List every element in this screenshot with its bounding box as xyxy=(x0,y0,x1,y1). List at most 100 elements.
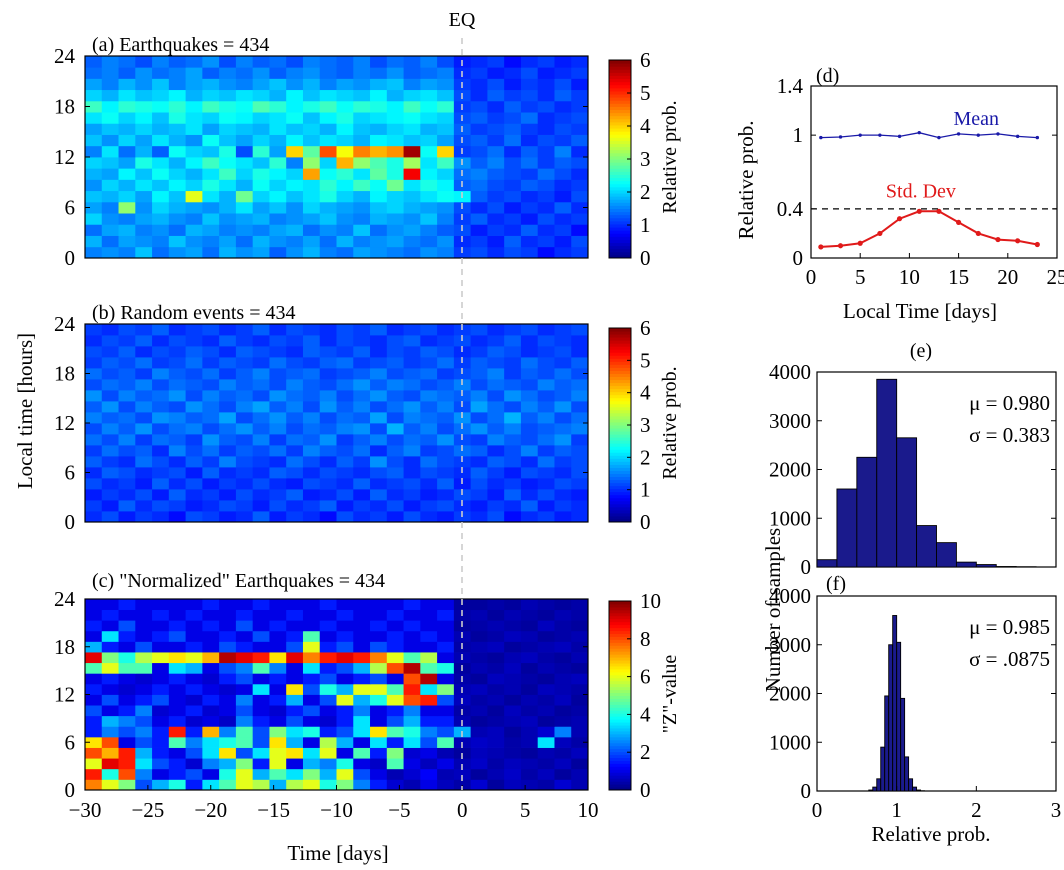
heatmap-cell xyxy=(152,768,170,780)
heatmap-cell xyxy=(252,168,270,180)
heatmap-cell xyxy=(101,112,119,124)
heatmap-cell xyxy=(101,445,119,457)
heatmap-cell xyxy=(470,89,488,102)
heatmap-cell xyxy=(286,235,304,248)
heatmap-cell xyxy=(470,190,488,203)
heatmap-cell xyxy=(101,134,119,147)
heatmap-cell xyxy=(370,779,388,791)
heatmap-cell xyxy=(269,246,287,259)
x-tick-label: −30 xyxy=(69,798,102,822)
colorbar-segment xyxy=(609,134,631,138)
heatmap-cell xyxy=(420,401,438,413)
heatmap-cell xyxy=(504,467,522,479)
heatmap-cell xyxy=(302,379,321,391)
colorbar-segment xyxy=(609,189,631,194)
heatmap-cell xyxy=(420,609,438,621)
heatmap-cell xyxy=(370,89,388,102)
heatmap-cell xyxy=(520,434,539,446)
heatmap-cell xyxy=(202,478,220,490)
heatmap-cell xyxy=(269,662,287,674)
heatmap-cell xyxy=(185,390,203,402)
heatmap-cell xyxy=(101,379,119,391)
heatmap-cell xyxy=(219,235,237,248)
heatmap-cell xyxy=(235,412,254,424)
y-tick-label: 12 xyxy=(54,683,75,707)
heatmap-cell xyxy=(135,134,153,147)
x-tick-label: 2 xyxy=(971,798,982,822)
heatmap-cell xyxy=(168,235,186,248)
heatmap-cell xyxy=(537,747,555,759)
heatmap-cell xyxy=(319,705,337,717)
heatmap-cell xyxy=(537,683,555,695)
heatmap-cell xyxy=(403,112,421,124)
colorbar-segment xyxy=(609,606,631,611)
colorbar-segment xyxy=(609,612,631,617)
heatmap-cell xyxy=(202,599,220,611)
heatmap-cell xyxy=(135,401,153,413)
heatmap-cell xyxy=(302,705,321,717)
heatmap-cell xyxy=(571,694,589,706)
heatmap-cell xyxy=(185,224,203,236)
heatmap-cell xyxy=(219,662,237,674)
heatmap-cell xyxy=(487,379,505,391)
heatmap-cell xyxy=(537,123,555,135)
heatmap-cell xyxy=(85,157,103,169)
heatmap-cell xyxy=(487,123,505,135)
heatmap-cell xyxy=(437,736,455,748)
heatmap-cell xyxy=(286,379,304,391)
heatmap-cell xyxy=(185,157,203,169)
colorbar-segment xyxy=(609,149,631,154)
heatmap-cell xyxy=(386,213,404,225)
colorbar-segment xyxy=(609,716,631,720)
heatmap-cell xyxy=(202,224,220,236)
heatmap-cell xyxy=(286,673,304,685)
heatmap-cell xyxy=(571,478,589,490)
heatmap-cell xyxy=(437,511,455,523)
heatmap-cell xyxy=(202,168,220,180)
colorbar-segment xyxy=(609,214,631,219)
heatmap-cell xyxy=(235,56,254,68)
heatmap-cell xyxy=(101,768,119,780)
colorbar-segment xyxy=(609,455,631,459)
heatmap-cell xyxy=(437,478,455,490)
heatmap-cell xyxy=(252,179,270,192)
heatmap-cell xyxy=(470,500,488,512)
heatmap-cell xyxy=(470,423,488,435)
heatmap-cell xyxy=(202,694,220,706)
heatmap-cell xyxy=(571,368,589,380)
heatmap-cell xyxy=(353,662,371,674)
heatmap-cell xyxy=(118,246,136,259)
heatmap-cell xyxy=(403,599,421,611)
heatmap-cell xyxy=(168,726,186,738)
series-point xyxy=(1015,134,1020,139)
heatmap-cell xyxy=(302,641,321,653)
colorbar-segment xyxy=(609,121,631,126)
heatmap-cell xyxy=(470,78,488,91)
heatmap-cell xyxy=(336,620,354,632)
heatmap-cell xyxy=(537,694,555,706)
heatmap-cell xyxy=(336,662,354,674)
heatmap-cell xyxy=(386,67,404,79)
heatmap-cell xyxy=(101,145,119,158)
heatmap-cell xyxy=(437,694,455,706)
heatmap-cell xyxy=(520,705,539,717)
heatmap-cell xyxy=(286,445,304,457)
heatmap-cell xyxy=(152,168,170,180)
colorbar-segment xyxy=(609,698,631,702)
heatmap-cell xyxy=(571,726,589,738)
heatmap-cell xyxy=(101,434,119,446)
heatmap-cell xyxy=(269,683,287,695)
heatmap-cell xyxy=(403,705,421,717)
heatmap-cell xyxy=(504,412,522,424)
colorbar-segment xyxy=(609,627,631,632)
heatmap-cell xyxy=(101,456,119,468)
colorbar-segment xyxy=(609,509,631,514)
heatmap-cell xyxy=(504,489,522,501)
heatmap-cell xyxy=(403,390,421,402)
heatmap-cell xyxy=(336,78,354,91)
heatmap-cell xyxy=(135,467,153,479)
heatmap-cell xyxy=(571,145,589,158)
heatmap-cell xyxy=(537,213,555,225)
heatmap-cell xyxy=(269,78,287,91)
heatmap-cell xyxy=(437,368,455,380)
